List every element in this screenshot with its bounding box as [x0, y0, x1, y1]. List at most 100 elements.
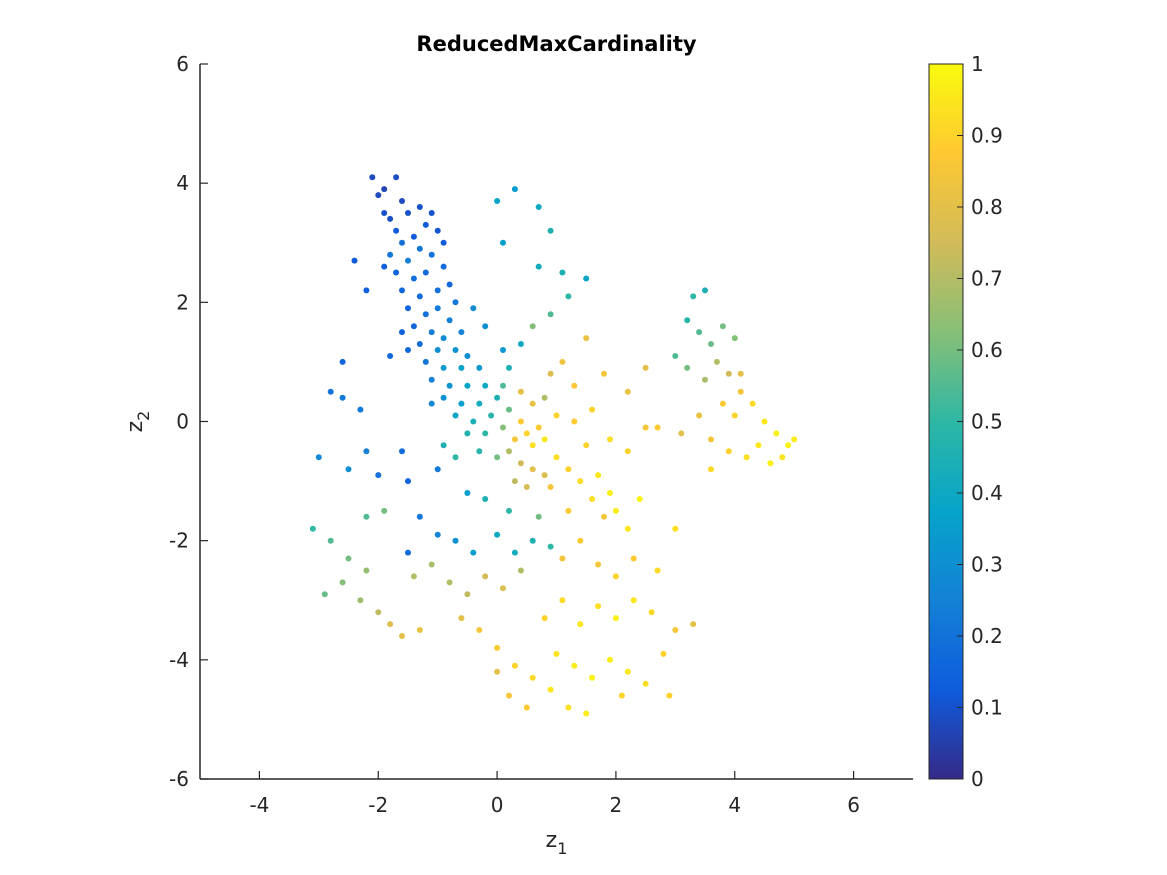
data-point	[494, 644, 501, 651]
data-point	[577, 621, 584, 628]
data-point	[565, 466, 572, 473]
colorbar-tick-label: 0	[971, 767, 984, 791]
data-point	[410, 233, 417, 240]
data-point	[482, 323, 489, 330]
data-point	[511, 662, 518, 669]
data-point	[428, 251, 435, 258]
data-point	[654, 567, 661, 574]
data-point	[702, 287, 708, 294]
x-tick-label: -2	[368, 793, 388, 817]
colorbar-tick-label: 0.9	[971, 124, 1003, 148]
data-point	[410, 275, 417, 282]
data-point	[743, 454, 750, 461]
data-point	[583, 442, 590, 449]
data-point	[571, 418, 578, 425]
data-point	[589, 674, 596, 681]
data-point	[494, 668, 501, 675]
y-tick-label: -6	[169, 767, 189, 791]
data-point	[506, 448, 512, 455]
data-point	[434, 531, 441, 538]
colorbar-tick-label: 0.1	[971, 696, 1003, 720]
data-point	[381, 186, 388, 193]
colorbar-tick-label: 1	[971, 52, 984, 76]
data-point	[785, 442, 792, 449]
data-point	[696, 329, 703, 336]
data-point	[535, 263, 542, 270]
x-tick-label: 4	[728, 793, 741, 817]
data-point	[381, 210, 388, 216]
data-point	[506, 364, 512, 371]
data-point	[535, 513, 542, 520]
data-point	[500, 424, 506, 431]
data-point	[529, 442, 536, 449]
data-point	[547, 370, 554, 377]
x-tick-label: 2	[610, 793, 623, 817]
data-point	[476, 448, 483, 455]
data-point	[363, 448, 370, 455]
data-point	[529, 466, 536, 473]
data-point	[541, 615, 548, 622]
data-point	[529, 537, 536, 544]
data-point	[541, 472, 548, 479]
data-point	[541, 436, 548, 443]
data-point	[399, 287, 405, 294]
data-point	[345, 555, 352, 562]
data-point	[399, 448, 405, 455]
data-point	[583, 710, 590, 717]
data-point	[725, 370, 732, 377]
data-point	[607, 490, 613, 496]
data-point	[547, 311, 554, 318]
data-point	[494, 394, 501, 401]
data-point	[387, 251, 394, 258]
data-point	[708, 436, 714, 443]
axes: -4 -2 0 2 4 6 -6 -4 -2 0 2 4 6	[169, 52, 913, 817]
data-point	[440, 364, 447, 371]
data-point	[500, 347, 506, 353]
data-point	[719, 323, 726, 330]
data-point	[464, 382, 471, 389]
data-point	[434, 227, 441, 234]
data-point	[327, 388, 334, 395]
data-point	[672, 525, 679, 532]
y-tick-label: 2	[176, 290, 189, 314]
data-point	[636, 496, 643, 502]
data-point	[553, 412, 560, 419]
data-point	[357, 597, 364, 604]
data-point	[559, 555, 566, 562]
data-point	[405, 305, 411, 312]
y-tick-label: 6	[176, 52, 189, 76]
data-point	[630, 597, 637, 604]
y-axis-title-base: z	[123, 421, 148, 433]
y-tick-label: 4	[176, 171, 189, 195]
data-point	[494, 454, 501, 461]
data-point	[476, 400, 483, 407]
data-point	[529, 323, 536, 330]
data-point	[345, 466, 352, 473]
data-point	[351, 257, 358, 264]
data-point	[327, 537, 334, 544]
data-point	[363, 513, 370, 520]
x-axis-title-base: z	[546, 828, 558, 853]
data-point	[363, 567, 370, 574]
data-point	[470, 549, 477, 556]
x-axis-title: z1	[546, 828, 568, 858]
data-point	[464, 591, 471, 598]
data-point	[517, 567, 524, 574]
data-point	[405, 257, 411, 264]
data-point	[422, 358, 429, 365]
data-point	[571, 382, 578, 389]
data-point	[410, 323, 417, 330]
svg-text:z2: z2	[123, 411, 153, 433]
data-point	[725, 448, 732, 455]
data-point	[583, 335, 590, 342]
data-point	[446, 579, 453, 586]
data-point	[428, 329, 435, 336]
colorbar-tick-label: 0.7	[971, 267, 1003, 291]
data-point	[773, 430, 780, 437]
data-point	[719, 400, 726, 407]
data-point	[369, 174, 376, 181]
data-point	[553, 454, 560, 461]
data-point	[405, 210, 411, 216]
